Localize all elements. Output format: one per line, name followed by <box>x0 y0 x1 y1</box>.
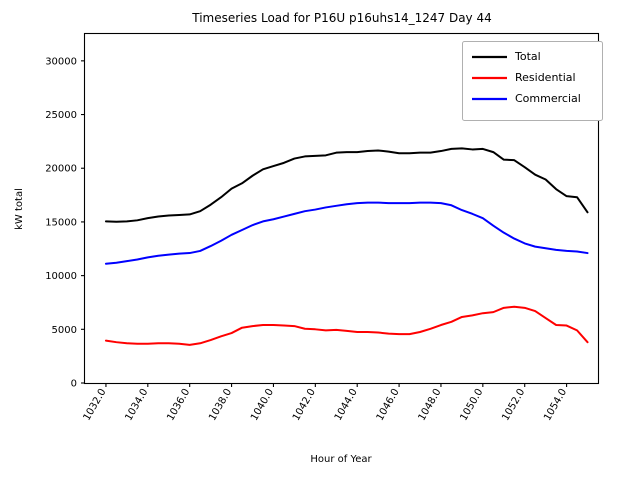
legend-label-commercial: Commercial <box>515 92 581 105</box>
x-axis-ticks: 1032.0 1034.0 1036.0 1038.0 1040.0 1042.0 1044… <box>82 383 569 423</box>
x-tick-label: 1038.0 <box>207 387 234 423</box>
x-tick-label: 1042.0 <box>291 387 318 423</box>
y-tick-label: 5000 <box>52 325 77 336</box>
series-line-commercial <box>104 201 589 265</box>
y-tick-label: 10000 <box>45 271 77 282</box>
x-tick-label: 1034.0 <box>123 387 150 423</box>
data-series-group <box>104 147 589 346</box>
y-tick-label: 25000 <box>45 110 77 121</box>
x-tick-label: 1052.0 <box>500 387 527 423</box>
legend-label-total: Total <box>514 50 541 63</box>
x-tick-label: 1048.0 <box>417 387 444 423</box>
x-tick-label: 1046.0 <box>375 387 402 423</box>
x-tick-label: 1044.0 <box>333 387 360 423</box>
x-tick-label: 1032.0 <box>82 387 109 423</box>
plot-frame <box>83 32 600 385</box>
x-tick-label: 1054.0 <box>542 387 569 423</box>
y-tick-label: 15000 <box>45 217 77 228</box>
y-axis-ticks: 0 5000 10000 15000 20000 25000 30000 <box>45 56 85 390</box>
legend-label-residential: Residential <box>515 71 576 84</box>
chart-title: Timeseries Load for P16U p16uhs14_1247 D… <box>191 11 492 25</box>
x-tick-label: 1040.0 <box>249 387 276 423</box>
legend-box <box>462 41 603 121</box>
x-tick-label: 1036.0 <box>165 387 192 423</box>
x-tick-label: 1050.0 <box>458 387 485 423</box>
y-tick-label: 0 <box>71 379 77 390</box>
x-axis-label: Hour of Year <box>310 454 372 465</box>
y-tick-label: 30000 <box>45 56 77 67</box>
y-axis-label: kW total <box>14 188 25 230</box>
series-line-total <box>104 147 589 223</box>
series-line-residential <box>104 305 589 346</box>
y-tick-label: 20000 <box>45 164 77 175</box>
chart-legend: Total Residential Commercial <box>462 41 603 121</box>
